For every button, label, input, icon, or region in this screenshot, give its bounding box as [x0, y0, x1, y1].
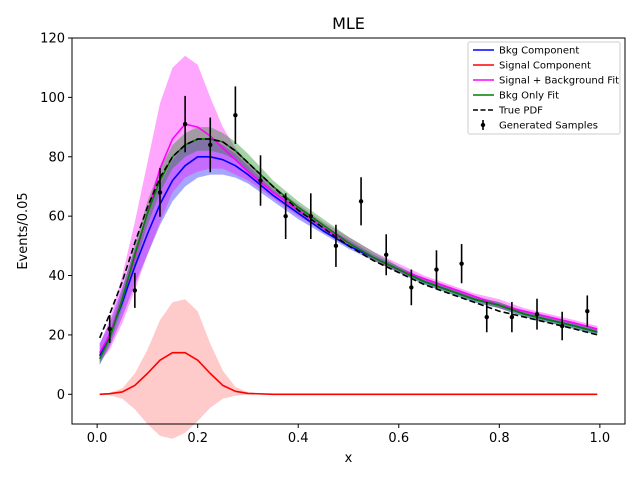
legend-entry-true-pdf: True PDF	[473, 106, 543, 117]
chart-title: MLE	[332, 14, 365, 33]
legend-marker	[480, 122, 486, 128]
sample-marker	[182, 121, 188, 127]
sample-marker	[384, 252, 389, 257]
legend-label: Bkg Only Fit	[499, 91, 559, 102]
true-pdf-line	[98, 138, 598, 339]
legend-entry-signal-component: Signal Component	[473, 61, 591, 72]
signal-background-fit-band	[99, 55, 598, 362]
sample-point	[283, 193, 288, 240]
sample-marker	[308, 213, 313, 219]
y-tick-label: 60	[48, 210, 65, 225]
sample-point	[585, 295, 590, 327]
legend-label: Generated Samples	[499, 121, 598, 132]
legend-label: Bkg Component	[499, 46, 579, 57]
sample-point	[534, 298, 540, 330]
sample-marker	[358, 199, 364, 204]
sample-point	[333, 224, 339, 267]
x-tick-label: 0.8	[489, 431, 510, 446]
sample-marker	[585, 308, 590, 314]
signal-component-band	[99, 299, 598, 439]
sample-marker	[283, 213, 288, 219]
legend-entry-signal-background-fit: Signal + Background Fit	[473, 76, 619, 87]
y-tick-label: 80	[48, 150, 65, 165]
sample-marker	[107, 326, 112, 332]
sample-point	[308, 193, 313, 240]
sample-marker	[559, 323, 565, 329]
x-tick-label: 1.0	[590, 431, 611, 446]
legend-label: Signal + Background Fit	[499, 76, 619, 87]
sample-point	[157, 168, 163, 217]
sample-point	[358, 177, 364, 226]
y-tick-label: 40	[48, 269, 65, 284]
axes-frame	[71, 37, 626, 425]
sample-point	[233, 86, 238, 145]
uncertainty-bands	[99, 55, 598, 439]
y-tick-label: 100	[40, 91, 65, 106]
sample-marker	[534, 311, 540, 317]
sample-marker	[208, 142, 213, 148]
sample-marker	[157, 190, 163, 195]
legend-box	[467, 41, 621, 135]
y-axis-ticks: 0 20 40 60 80 100 120	[40, 32, 72, 403]
sample-point	[509, 301, 515, 333]
sample-point	[459, 244, 464, 284]
legend-entry-bkg-only-fit: Bkg Only Fit	[473, 91, 559, 102]
x-tick-label: 0.4	[288, 431, 309, 446]
sample-marker	[132, 288, 138, 293]
signal-component-line	[99, 351, 598, 396]
legend-label: Signal Component	[499, 61, 591, 72]
sample-marker	[258, 178, 263, 183]
sample-point	[132, 272, 138, 308]
sample-marker	[233, 113, 238, 118]
sample-marker	[434, 267, 439, 272]
sample-point	[208, 117, 213, 173]
sample-marker	[459, 261, 464, 266]
y-tick-label: 120	[40, 32, 65, 47]
sample-point	[434, 250, 439, 289]
sample-point	[409, 269, 414, 306]
sample-point	[484, 301, 489, 333]
legend-entry-bkg-component: Bkg Component	[473, 46, 579, 57]
sample-marker	[484, 314, 489, 320]
generated-samples	[107, 86, 590, 343]
sample-marker	[409, 285, 414, 290]
sample-point	[182, 95, 188, 153]
series-lines	[98, 123, 598, 396]
sample-point	[258, 155, 263, 206]
legend: Bkg Component Signal Component Signal + Ba…	[467, 41, 621, 135]
y-axis-label: Events/0.05	[16, 192, 31, 269]
x-axis-label: x	[345, 451, 353, 466]
x-axis-ticks: 0.0 0.2 0.4 0.6 0.8 1.0	[87, 424, 610, 446]
y-tick-label: 20	[48, 328, 65, 343]
sample-point	[384, 234, 389, 276]
y-tick-label: 0	[57, 388, 65, 403]
sample-marker	[333, 243, 339, 249]
legend-label: True PDF	[498, 106, 543, 117]
sample-point	[559, 311, 565, 341]
sample-marker	[509, 314, 515, 320]
x-tick-label: 0.0	[87, 431, 108, 446]
x-tick-label: 0.2	[187, 431, 208, 446]
x-tick-label: 0.6	[388, 431, 409, 446]
legend-entry-generated-samples: Generated Samples	[480, 120, 598, 132]
sample-point	[107, 315, 112, 343]
